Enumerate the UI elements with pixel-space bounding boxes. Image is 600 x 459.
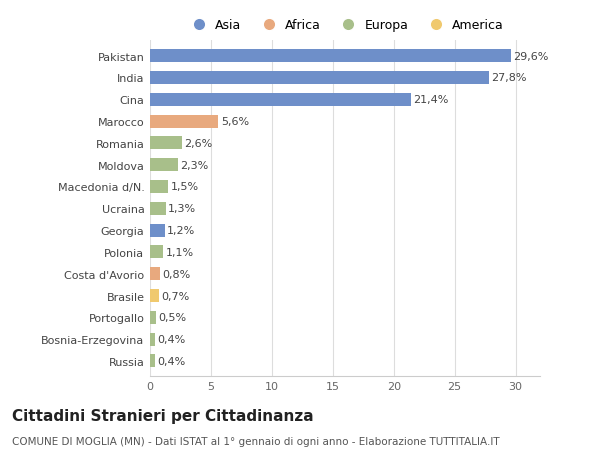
Bar <box>150 180 168 194</box>
Text: 0,7%: 0,7% <box>161 291 189 301</box>
Text: 0,4%: 0,4% <box>157 356 185 366</box>
Bar <box>150 137 182 150</box>
Text: 1,2%: 1,2% <box>167 226 196 235</box>
Bar <box>150 202 166 215</box>
Bar <box>150 94 411 106</box>
Bar <box>150 246 163 259</box>
Text: 5,6%: 5,6% <box>221 117 249 127</box>
Text: 0,5%: 0,5% <box>158 313 187 323</box>
Text: 29,6%: 29,6% <box>513 51 548 62</box>
Text: 21,4%: 21,4% <box>413 95 449 105</box>
Text: 2,3%: 2,3% <box>181 160 209 170</box>
Text: 1,3%: 1,3% <box>168 204 196 214</box>
Text: 0,8%: 0,8% <box>162 269 190 279</box>
Bar <box>150 72 489 85</box>
Legend: Asia, Africa, Europa, America: Asia, Africa, Europa, America <box>181 14 509 37</box>
Text: 1,5%: 1,5% <box>171 182 199 192</box>
Bar <box>150 268 160 280</box>
Bar <box>150 355 155 368</box>
Text: 2,6%: 2,6% <box>184 139 212 149</box>
Bar <box>150 224 164 237</box>
Text: 1,1%: 1,1% <box>166 247 194 257</box>
Bar <box>150 311 156 324</box>
Text: 27,8%: 27,8% <box>491 73 527 83</box>
Bar <box>150 333 155 346</box>
Text: COMUNE DI MOGLIA (MN) - Dati ISTAT al 1° gennaio di ogni anno - Elaborazione TUT: COMUNE DI MOGLIA (MN) - Dati ISTAT al 1°… <box>12 436 500 446</box>
Text: Cittadini Stranieri per Cittadinanza: Cittadini Stranieri per Cittadinanza <box>12 409 314 424</box>
Text: 0,4%: 0,4% <box>157 335 185 344</box>
Bar <box>150 115 218 129</box>
Bar <box>150 289 158 302</box>
Bar <box>150 159 178 172</box>
Bar <box>150 50 511 63</box>
